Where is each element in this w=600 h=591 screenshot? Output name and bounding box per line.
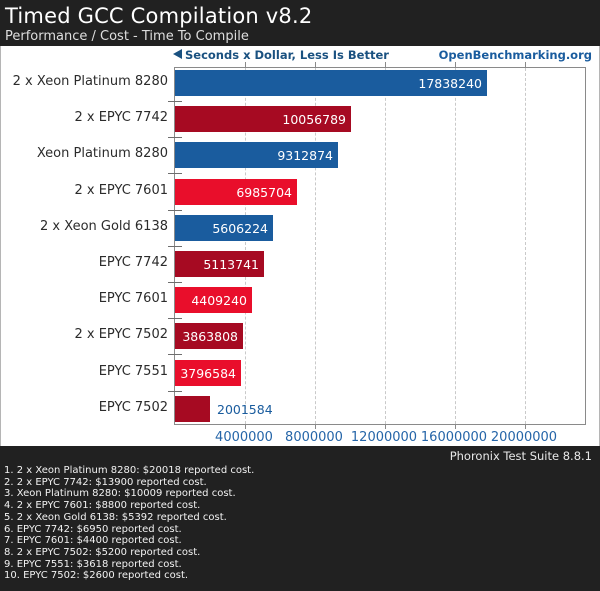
axis-tick — [315, 424, 316, 429]
footnote: 1. 2 x Xeon Platinum 8280: $20018 report… — [4, 465, 255, 476]
bar-value-label: 3863808 — [182, 329, 238, 344]
axis-tick — [245, 62, 246, 68]
axis-tick — [385, 62, 386, 68]
gridline — [455, 68, 456, 424]
bar-value-label: 17838240 — [418, 76, 482, 91]
category-label: EPYC 7601 — [98, 291, 168, 306]
category-label: 2 x EPYC 7601 — [74, 183, 168, 198]
bar: 10056789 — [175, 106, 351, 132]
bar: 2001584 — [175, 396, 273, 422]
footnote: 5. 2 x Xeon Gold 6138: $5392 reported co… — [4, 511, 227, 523]
axis-tick — [385, 424, 386, 429]
footnote: 9. EPYC 7551: $3618 reported cost. — [4, 558, 182, 570]
category-label: EPYC 7502 — [98, 400, 168, 415]
bar: 4409240 — [175, 287, 252, 313]
category-label: 2 x EPYC 7502 — [74, 327, 168, 342]
bar-value-label: 3796584 — [180, 366, 236, 381]
y-axis-tick — [168, 210, 182, 211]
bar-value-label: 2001584 — [217, 402, 273, 417]
bar: 3796584 — [175, 360, 241, 386]
y-axis-tick — [168, 246, 182, 247]
bar-chart: 2 x Xeon Platinum 8280 2 x EPYC 7742 Xeon … — [0, 62, 600, 446]
category-label: Xeon Platinum 8280 — [36, 146, 168, 161]
bar-value-label: 9312874 — [277, 148, 333, 163]
footnote: 3. Xeon Platinum 8280: $10009 reported c… — [4, 488, 236, 500]
axis-tick — [525, 62, 526, 68]
axis-tick — [525, 424, 526, 429]
gridline — [525, 68, 526, 424]
meta-strip: Seconds x Dollar, Less Is Better OpenBen… — [0, 46, 600, 66]
y-axis-tick — [168, 137, 182, 138]
bar: 5113741 — [175, 251, 264, 277]
suite-version-label: Phoronix Test Suite 8.8.1 — [449, 449, 592, 463]
bar-value-label: 10056789 — [282, 112, 346, 127]
category-label: 2 x Xeon Platinum 8280 — [12, 74, 168, 89]
bar-value-label: 5606224 — [212, 221, 268, 236]
footnote: 8. 2 x EPYC 7502: $5200 reported cost. — [4, 546, 201, 558]
x-tick-label: 16000000 — [420, 430, 488, 445]
unit-hint: Seconds x Dollar, Less Is Better — [173, 48, 389, 62]
axis-tick — [455, 424, 456, 429]
y-axis-tick — [168, 101, 182, 102]
bar-value-label: 4409240 — [191, 293, 247, 308]
y-axis-tick — [168, 173, 182, 174]
bar-value-label: 6985704 — [236, 185, 292, 200]
y-axis-tick — [168, 354, 182, 355]
plot-area: 17838240 10056789 9312874 6985704 5606224 511… — [168, 62, 586, 429]
page-title: Timed GCC Compilation v8.2 — [5, 4, 313, 28]
bar: 9312874 — [175, 142, 338, 168]
axis-tick — [315, 62, 316, 68]
footnotes-list: 1. 2 x Xeon Platinum 8280: $20018 report… — [0, 465, 600, 582]
footnote: 2. 2 x EPYC 7742: $13900 reported cost. — [4, 476, 207, 488]
page-subtitle: Performance / Cost - Time To Compile — [5, 29, 249, 44]
y-axis-tick — [168, 318, 182, 319]
gridline — [385, 68, 386, 424]
x-tick-label: 20000000 — [490, 430, 558, 445]
openbenchmarking-link[interactable]: OpenBenchmarking.org — [438, 48, 592, 62]
bar: 5606224 — [175, 215, 273, 241]
x-tick-label: 8000000 — [285, 430, 343, 445]
gridline — [245, 68, 246, 424]
gridline — [315, 68, 316, 424]
footnote: 6. EPYC 7742: $6950 reported cost. — [4, 523, 182, 535]
category-label: EPYC 7551 — [98, 364, 168, 379]
axis-tick — [455, 62, 456, 68]
category-label: 2 x Xeon Gold 6138 — [40, 219, 168, 234]
chart-header: Timed GCC Compilation v8.2 Performance /… — [0, 0, 600, 46]
unit-hint-label: Seconds x Dollar, Less Is Better — [185, 48, 389, 62]
bar-value-label: 5113741 — [203, 257, 259, 272]
footnote: 10. EPYC 7502: $2600 reported cost. — [4, 570, 189, 582]
x-tick-label: 12000000 — [350, 430, 418, 445]
bar: 3863808 — [175, 323, 243, 349]
axis-tick — [245, 424, 246, 429]
footnote: 4. 2 x EPYC 7601: $8800 reported cost. — [4, 500, 201, 512]
chart-footer: Phoronix Test Suite 8.8.1 1. 2 x Xeon Pl… — [0, 446, 600, 591]
category-label: 2 x EPYC 7742 — [74, 110, 168, 125]
x-tick-label: 4000000 — [215, 430, 273, 445]
category-label: EPYC 7742 — [98, 255, 168, 270]
footnote: 7. EPYC 7601: $4400 reported cost. — [4, 535, 182, 547]
bar: 17838240 — [175, 70, 487, 96]
y-axis-tick — [168, 391, 182, 392]
bar: 6985704 — [175, 179, 297, 205]
left-triangle-icon — [173, 49, 182, 59]
y-axis-tick — [168, 282, 182, 283]
